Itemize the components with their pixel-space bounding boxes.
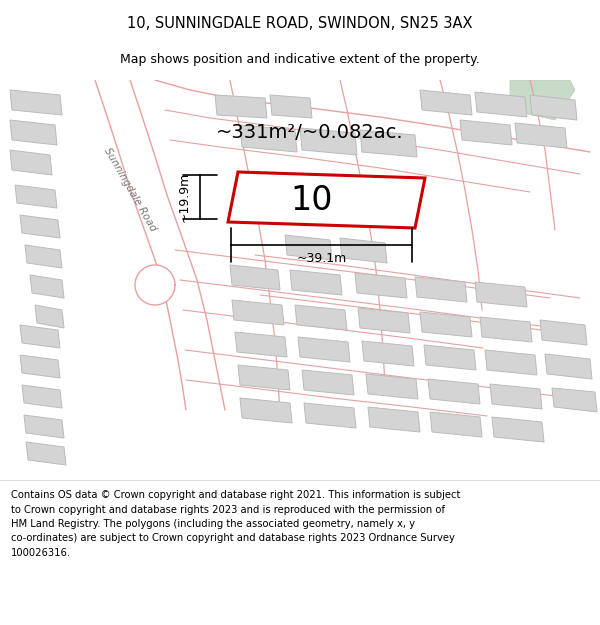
Text: Contains OS data © Crown copyright and database right 2021. This information is : Contains OS data © Crown copyright and d… (11, 490, 460, 558)
Polygon shape (10, 150, 52, 175)
Polygon shape (552, 388, 597, 412)
Polygon shape (35, 305, 64, 328)
Polygon shape (490, 384, 542, 409)
Polygon shape (362, 341, 414, 366)
Polygon shape (240, 125, 297, 152)
Polygon shape (10, 120, 57, 145)
Text: Map shows position and indicative extent of the property.: Map shows position and indicative extent… (120, 54, 480, 66)
Polygon shape (430, 412, 482, 437)
Text: 10: 10 (290, 184, 333, 216)
Polygon shape (358, 308, 410, 333)
Polygon shape (368, 407, 420, 432)
Polygon shape (26, 442, 66, 465)
Text: Sunningdale Road: Sunningdale Road (102, 146, 158, 234)
Polygon shape (228, 172, 425, 228)
Circle shape (135, 265, 175, 305)
Polygon shape (25, 245, 62, 268)
Polygon shape (428, 379, 480, 404)
Polygon shape (530, 95, 577, 120)
Polygon shape (480, 317, 532, 342)
Polygon shape (475, 282, 527, 307)
Polygon shape (285, 235, 332, 260)
Polygon shape (485, 350, 537, 375)
Polygon shape (420, 312, 472, 337)
Polygon shape (304, 403, 356, 428)
Text: ~19.9m: ~19.9m (178, 172, 191, 222)
Text: ~39.1m: ~39.1m (296, 253, 347, 266)
Polygon shape (270, 95, 312, 118)
Polygon shape (302, 370, 354, 395)
Polygon shape (22, 385, 62, 408)
Polygon shape (545, 354, 592, 379)
Polygon shape (30, 275, 64, 298)
Polygon shape (298, 337, 350, 362)
Polygon shape (420, 90, 472, 115)
Text: ~331m²/~0.082ac.: ~331m²/~0.082ac. (216, 123, 404, 142)
Polygon shape (366, 374, 418, 399)
Polygon shape (95, 80, 225, 410)
Polygon shape (340, 238, 387, 263)
Polygon shape (24, 415, 64, 438)
Polygon shape (460, 120, 512, 145)
Text: 10, SUNNINGDALE ROAD, SWINDON, SN25 3AX: 10, SUNNINGDALE ROAD, SWINDON, SN25 3AX (127, 16, 473, 31)
Polygon shape (300, 128, 357, 155)
Polygon shape (20, 215, 60, 238)
Polygon shape (515, 123, 567, 148)
Polygon shape (415, 277, 467, 302)
Polygon shape (230, 265, 280, 290)
Polygon shape (240, 398, 292, 423)
Polygon shape (290, 270, 342, 295)
Polygon shape (15, 185, 57, 208)
Polygon shape (540, 320, 587, 345)
Polygon shape (20, 325, 60, 348)
Polygon shape (20, 355, 60, 378)
Polygon shape (492, 417, 544, 442)
Polygon shape (295, 305, 347, 330)
Polygon shape (424, 345, 476, 370)
Polygon shape (10, 90, 62, 115)
Polygon shape (215, 95, 267, 118)
Polygon shape (232, 300, 284, 325)
Polygon shape (360, 130, 417, 157)
Polygon shape (475, 92, 527, 117)
Polygon shape (510, 80, 575, 120)
Polygon shape (235, 332, 287, 357)
Polygon shape (355, 273, 407, 298)
Polygon shape (238, 365, 290, 390)
